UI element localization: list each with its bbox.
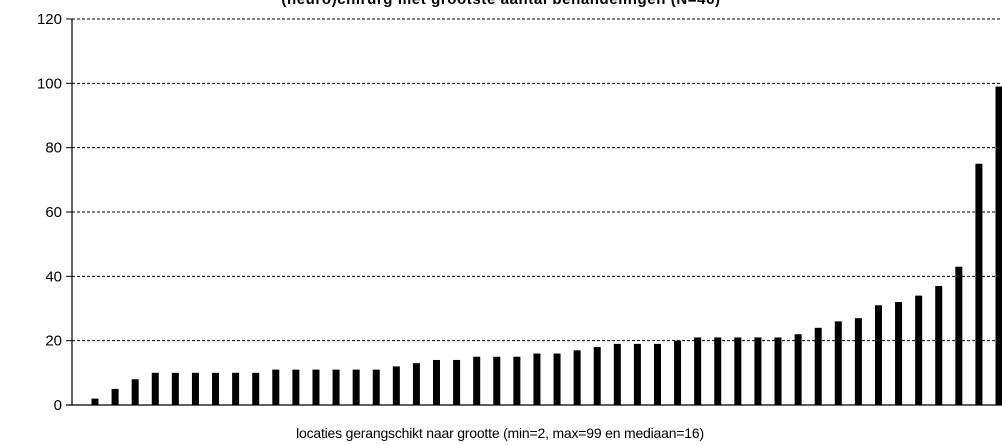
chart-title: (neuro)chirurg met grootste aantal behan… (0, 0, 1002, 8)
bar-19 (453, 359, 461, 405)
bar-3 (131, 379, 139, 405)
bar-26 (593, 347, 601, 405)
bar-37 (814, 327, 822, 405)
y-tick-label-60: 60 (45, 204, 62, 221)
bar-12 (312, 369, 320, 405)
bar-21 (493, 356, 501, 405)
bars (91, 86, 1002, 406)
bar-46 (995, 86, 1002, 406)
bar-16 (392, 366, 400, 405)
bar-23 (533, 353, 541, 405)
bar-11 (292, 369, 300, 405)
bar-42 (915, 295, 923, 405)
bar-20 (473, 356, 481, 405)
y-tick-labels: 0 20 40 60 80 100 120 (37, 11, 62, 414)
bar-43 (935, 285, 943, 405)
bar-10 (272, 369, 280, 405)
bar-29 (653, 343, 661, 405)
y-tick-label-120: 120 (37, 11, 62, 28)
bar-25 (573, 350, 581, 405)
bar-22 (513, 356, 521, 405)
bar-9 (252, 372, 260, 405)
bar-13 (332, 369, 340, 405)
bar-30 (674, 340, 682, 405)
bar-28 (633, 343, 641, 405)
bar-41 (895, 302, 903, 405)
x-axis-label: locaties gerangschikt naar grootte (min=… (296, 425, 704, 441)
axes (66, 18, 1002, 406)
bar-14 (352, 369, 360, 405)
bar-24 (553, 353, 561, 405)
bar-44 (955, 266, 963, 405)
bar-17 (412, 363, 420, 405)
y-tick-label-100: 100 (37, 75, 62, 92)
bar-18 (433, 359, 441, 405)
bar-36 (794, 334, 802, 405)
bar-2 (111, 388, 119, 405)
bar-40 (874, 305, 882, 405)
bar-1 (91, 398, 99, 405)
bar-39 (854, 318, 862, 405)
y-tick-label-0: 0 (54, 397, 62, 414)
bar-32 (714, 337, 722, 405)
y-tick-label-40: 40 (45, 268, 62, 285)
bar-38 (834, 321, 842, 405)
bar-4 (151, 372, 159, 405)
gridlines (72, 18, 1002, 342)
bar-8 (232, 372, 240, 405)
bar-31 (694, 337, 702, 405)
y-tick-label-80: 80 (45, 140, 62, 157)
bar-33 (734, 337, 742, 405)
y-tick-label-20: 20 (45, 333, 62, 350)
bar-15 (372, 369, 380, 405)
bar-35 (774, 337, 782, 405)
bar-45 (975, 163, 983, 405)
bar-7 (212, 372, 220, 405)
bar-5 (171, 372, 179, 405)
bar-34 (754, 337, 762, 405)
bar-27 (613, 343, 621, 405)
bar-6 (191, 372, 199, 405)
